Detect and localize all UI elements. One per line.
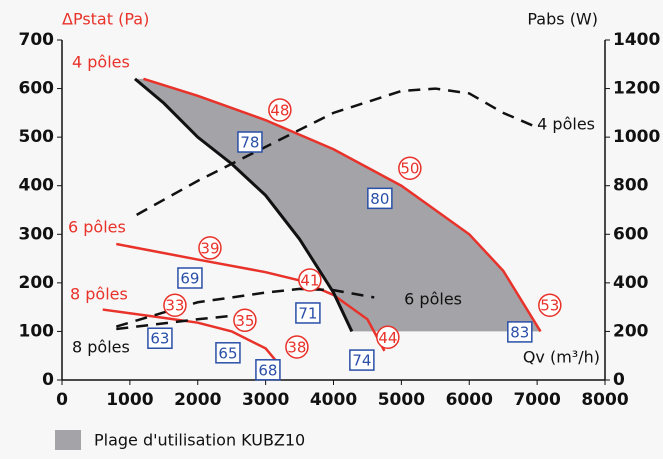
y-tick-label: 400 — [19, 176, 55, 196]
y2-tick-label: 200 — [613, 321, 649, 341]
annotation-label: 38 — [287, 338, 306, 356]
y2-tick-label: 1000 — [613, 127, 660, 147]
series-label: 4 pôles — [537, 115, 595, 134]
annotation-label: 83 — [510, 323, 529, 341]
annotation-circle — [268, 98, 292, 122]
series-line — [136, 87, 538, 216]
y2-tick-label: 1400 — [613, 30, 660, 50]
series-label: 8 pôles — [70, 285, 128, 304]
annotation-circle — [298, 268, 322, 292]
x-tick-label: 1000 — [106, 390, 153, 410]
annotation-label: 68 — [258, 361, 277, 379]
y-tick-label: 300 — [19, 224, 55, 244]
annotation-circle — [163, 293, 187, 317]
series-label: 6 pôles — [404, 290, 462, 309]
y-tick-label: 100 — [19, 321, 55, 341]
annotation-label: 35 — [235, 312, 254, 330]
y2-tick-label: 400 — [613, 273, 649, 293]
x-tick-label: 0 — [56, 390, 68, 410]
annotation-circle — [285, 335, 309, 359]
annotation-box — [215, 342, 241, 364]
annotation-label: 33 — [165, 297, 184, 315]
y-tick-label: 500 — [19, 127, 55, 147]
series-line — [143, 77, 542, 333]
annotation-label: 63 — [150, 330, 169, 348]
y2-tick-label: 800 — [613, 176, 649, 196]
series-label: 8 pôles — [72, 338, 130, 357]
annotation-label: 41 — [300, 271, 319, 289]
y2-tick-label: 1200 — [613, 79, 660, 99]
annotation-circle — [398, 156, 422, 180]
annotation-box — [349, 349, 375, 371]
annotation-label: 50 — [400, 160, 419, 178]
annotation-box — [147, 327, 173, 349]
x-tick-label: 8000 — [581, 390, 628, 410]
x-axis-title: Qv (m³/h) — [523, 348, 600, 367]
series-line — [133, 77, 354, 333]
annotation-label: 80 — [370, 190, 389, 208]
annotation-label: 53 — [540, 297, 559, 315]
y2-axis-title: Pabs (W) — [527, 10, 598, 29]
annotation-circle — [376, 325, 400, 350]
y2-tick-label: 0 — [613, 370, 625, 390]
annotation-label: 71 — [298, 304, 317, 322]
annotation-box — [367, 187, 393, 210]
y-axis-title: ΔPstat (Pa) — [62, 10, 149, 29]
annotation-circle — [198, 236, 222, 260]
y-tick-label: 0 — [42, 370, 54, 390]
annotation-label: 69 — [180, 270, 199, 288]
x-tick-label: 3000 — [242, 390, 289, 410]
y-tick-label: 700 — [19, 30, 55, 50]
x-tick-label: 2000 — [174, 390, 221, 410]
annotation-label: 48 — [270, 101, 289, 119]
x-tick-label: 6000 — [446, 390, 493, 410]
annotation-box — [237, 131, 263, 153]
annotation-label: 65 — [218, 344, 237, 362]
annotation-box — [177, 267, 203, 289]
y-tick-label: 200 — [19, 273, 55, 293]
annotation-label: 78 — [240, 134, 259, 152]
legend-swatch — [55, 430, 81, 450]
legend-label: Plage d'utilisation KUBZ10 — [94, 431, 305, 450]
annotation-box — [295, 302, 321, 324]
series-line — [102, 308, 277, 362]
x-tick-label: 5000 — [378, 390, 425, 410]
series-line — [116, 313, 246, 331]
annotation-label: 74 — [352, 352, 371, 370]
series-label: 4 pôles — [72, 53, 130, 72]
annotation-circle — [538, 293, 562, 317]
usage-area — [134, 78, 541, 332]
x-tick-label: 7000 — [513, 390, 560, 410]
annotation-label: 44 — [378, 329, 397, 347]
y-tick-label: 600 — [19, 79, 55, 99]
annotation-box — [255, 359, 281, 381]
y2-tick-label: 600 — [613, 224, 649, 244]
series-label: 6 pôles — [68, 218, 126, 237]
annotation-box — [507, 321, 533, 343]
x-tick-label: 4000 — [310, 390, 357, 410]
annotation-circle — [233, 308, 257, 333]
annotation-label: 39 — [200, 239, 219, 257]
